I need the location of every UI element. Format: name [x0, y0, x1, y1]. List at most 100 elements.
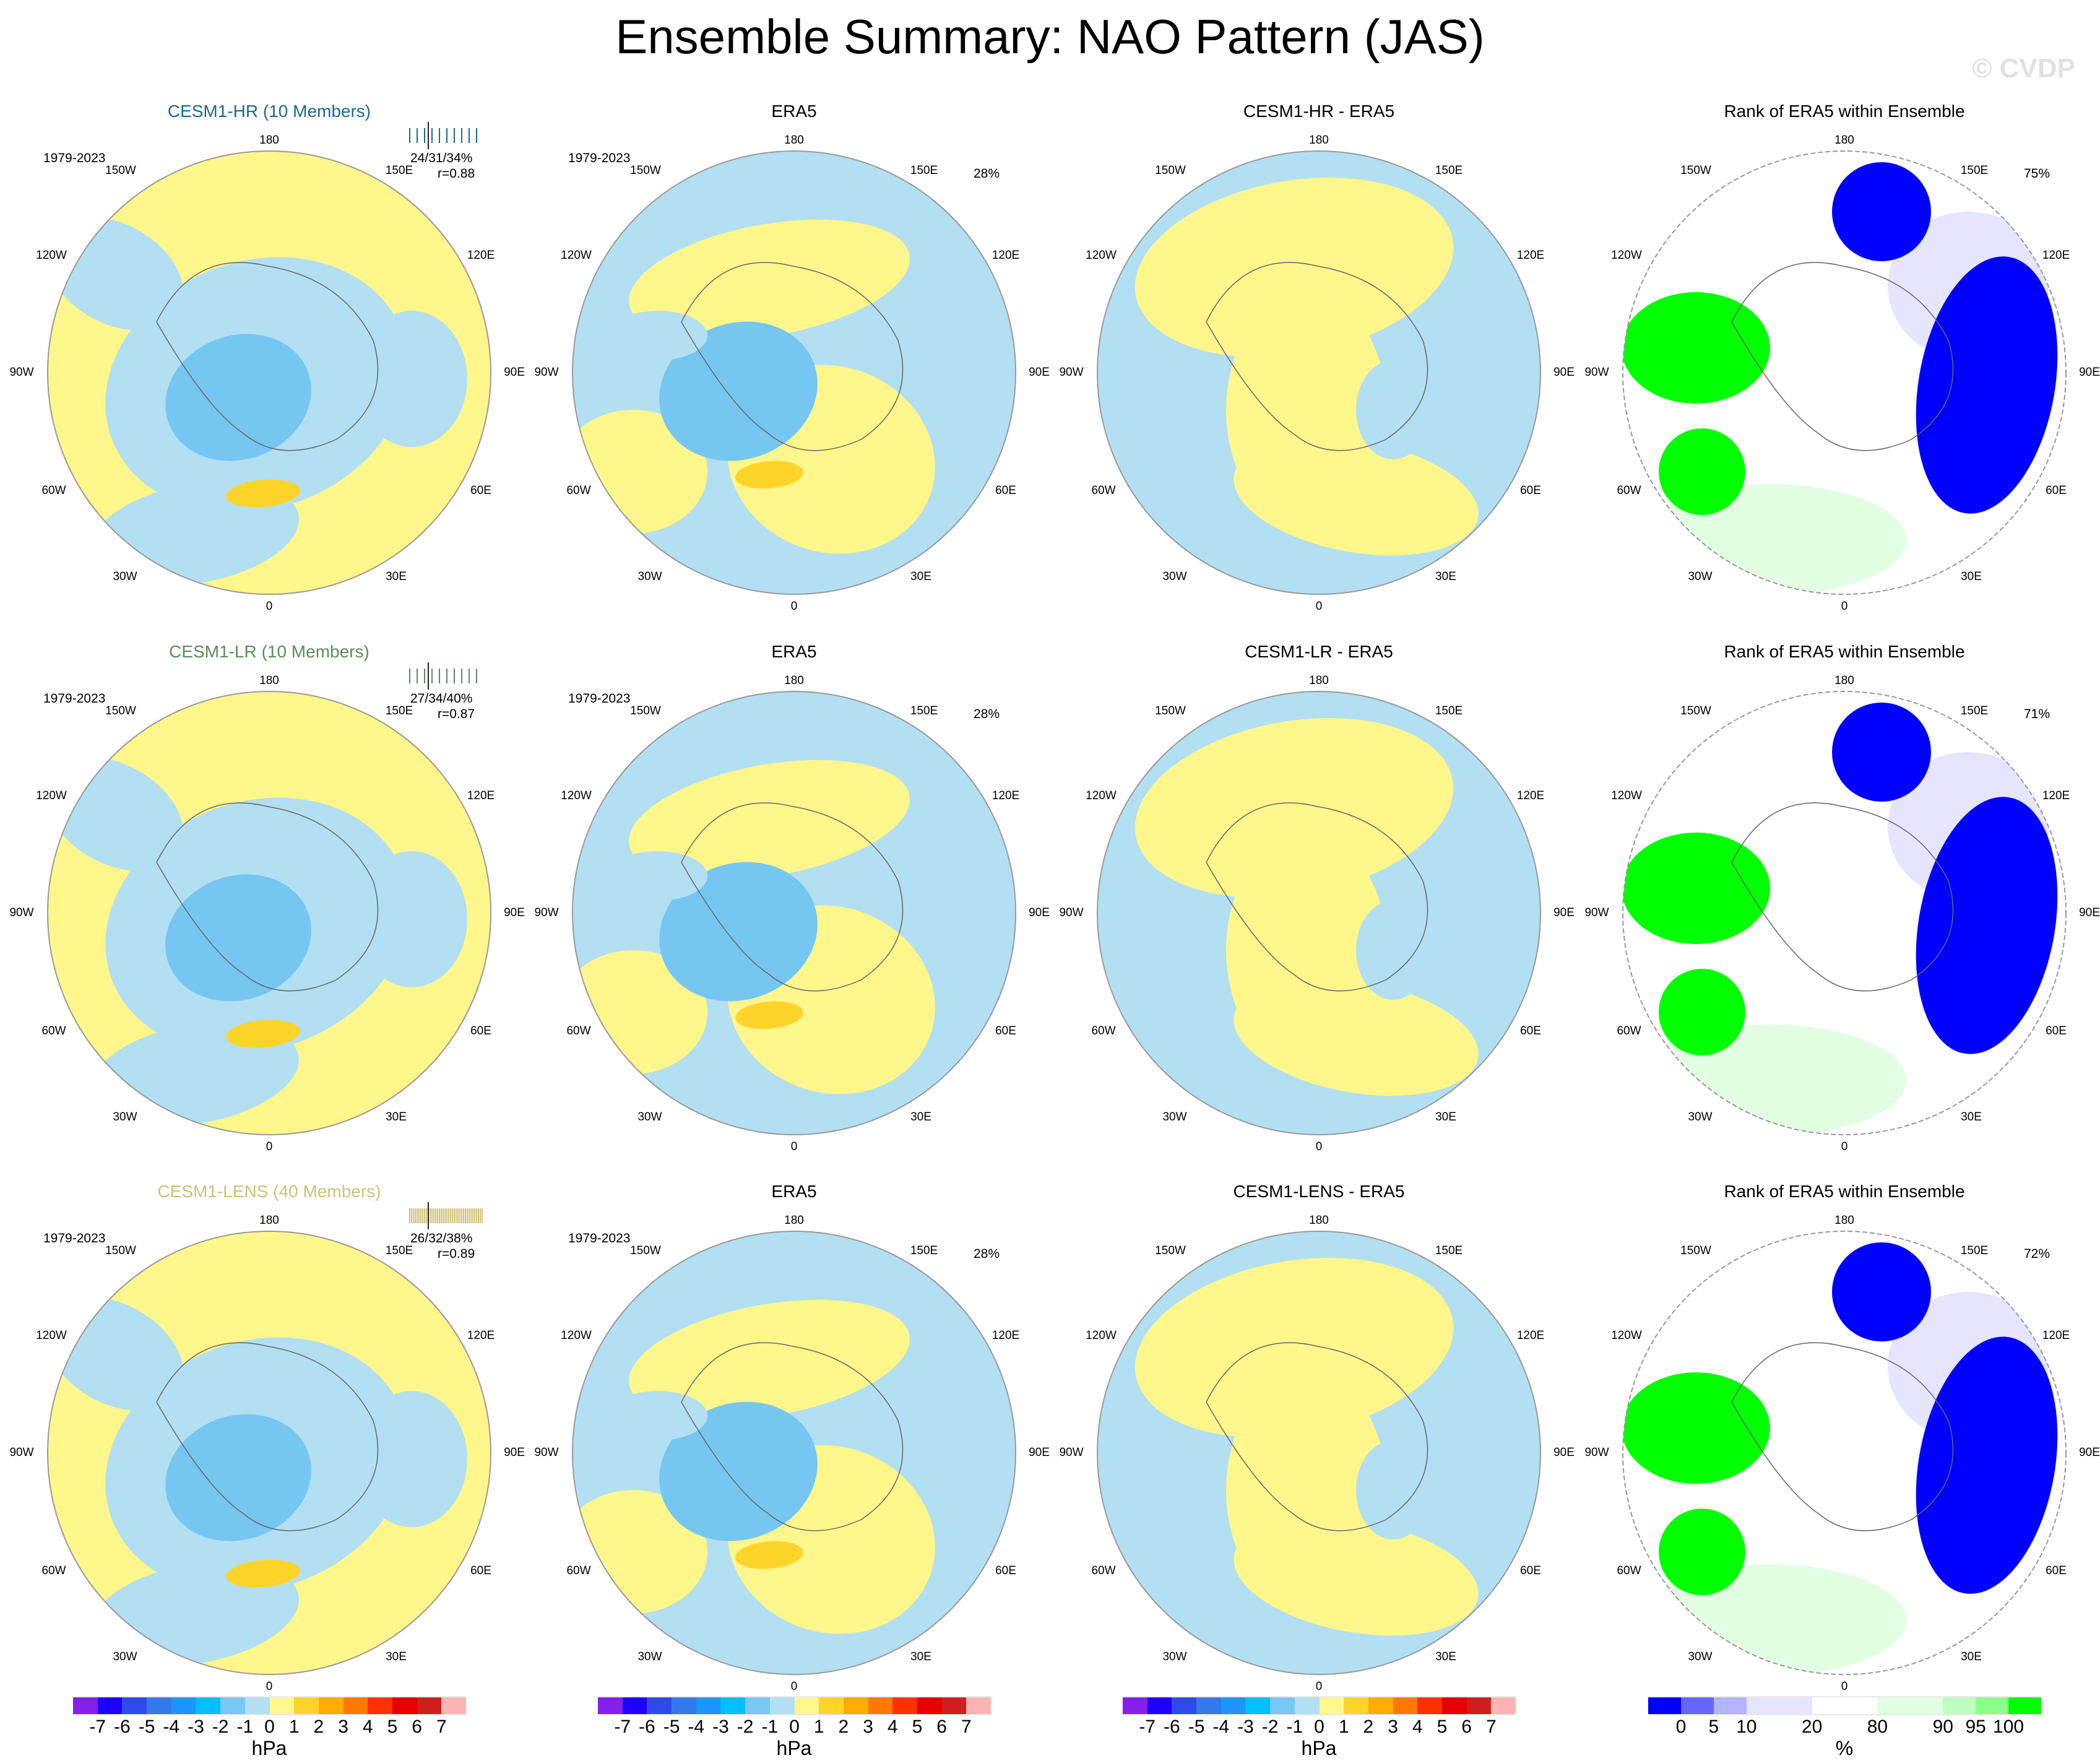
lon-label-e: 90E — [1553, 1446, 1575, 1459]
variance-percent: 28% — [974, 1247, 1000, 1261]
lon-label-wsw: 60W — [1091, 1564, 1116, 1577]
lon-label-sw: 30W — [1688, 570, 1713, 583]
watermark: © CVDP — [1972, 53, 2075, 84]
lon-label-w: 90W — [1584, 906, 1609, 919]
lon-label-nw: 150W — [1680, 164, 1711, 177]
colorbar-tick-label: 6 — [936, 1717, 947, 1737]
colorbar-tick-label: -5 — [1188, 1717, 1205, 1737]
polar-map-diff — [1097, 691, 1541, 1135]
lon-label-nw: 150W — [1680, 704, 1711, 717]
lon-label-se: 30E — [386, 570, 407, 583]
contour-region — [1234, 977, 1479, 1096]
colorbar-tick-label: -2 — [212, 1717, 229, 1737]
colorbar-tick-label: 6 — [1461, 1717, 1472, 1737]
colorbar-swatch — [1441, 1697, 1467, 1714]
colorbar-swatch — [1877, 1697, 1943, 1714]
panel-title-obs: ERA5 — [771, 642, 817, 661]
colorbar-swatch — [868, 1697, 893, 1714]
lon-label-wsw: 60W — [41, 484, 66, 497]
panel-title-model: CESM1-HR (10 Members) — [167, 102, 371, 121]
colorbar-swatch — [892, 1697, 917, 1714]
lon-label-s: 0 — [790, 1140, 798, 1153]
lon-label-wnw: 120W — [1086, 789, 1117, 802]
colorbar-tick-label: 100 — [1993, 1717, 2024, 1737]
colorbar-swatch — [294, 1697, 319, 1714]
colorbar-swatch — [819, 1697, 844, 1714]
lon-label-ese: 60E — [995, 484, 1016, 497]
map-fill — [1097, 1231, 1540, 1674]
colorbar-swatch — [1943, 1697, 1976, 1714]
colorbar-tick-label: -4 — [1212, 1717, 1230, 1737]
lon-label-wsw: 60W — [1617, 1024, 1641, 1037]
colorbar-tick-label: 2 — [313, 1717, 324, 1737]
coastline — [156, 1342, 379, 1531]
colorbar-swatch — [269, 1697, 295, 1714]
colorbar-tick-label: -2 — [737, 1717, 754, 1737]
colorbar-swatch — [2008, 1697, 2042, 1714]
colorbar-swatch — [672, 1697, 696, 1714]
lon-label-wsw: 60W — [1091, 1024, 1116, 1037]
lon-label-sw: 30W — [1162, 1111, 1187, 1124]
lon-label-se: 30E — [1961, 1111, 1982, 1124]
lon-label-nw: 150W — [1155, 704, 1186, 717]
colorbar-unit: hPa — [251, 1737, 287, 1759]
polar-map-rank — [1622, 691, 2067, 1135]
lon-label-e: 90E — [2079, 1446, 2100, 1459]
map-fill — [1623, 691, 2066, 1135]
colorbar-swatch — [1147, 1697, 1172, 1714]
lon-label-s: 0 — [790, 1680, 798, 1693]
member-spread-ticks — [409, 122, 477, 149]
contour-region — [1916, 256, 2058, 514]
lon-label-wsw: 60W — [566, 484, 591, 497]
map-fill — [1623, 1231, 2066, 1674]
contour-region — [1623, 1372, 1770, 1484]
lon-label-ne: 150E — [1435, 704, 1463, 717]
lon-label-ne: 150E — [1960, 164, 1989, 177]
map-fill — [1097, 151, 1540, 594]
contour-region — [1659, 1509, 1745, 1595]
pattern-correlation-r: r=0.88 — [438, 167, 475, 181]
colorbar-swatch — [966, 1697, 991, 1714]
colorbar-tick-label: -7 — [89, 1717, 106, 1737]
lon-label-sw: 30W — [113, 1111, 137, 1124]
colorbar-2 — [1123, 1696, 1516, 1715]
colorbar-tick-label: 4 — [362, 1717, 373, 1737]
lon-label-ese: 60E — [2046, 484, 2067, 497]
colorbar-swatch — [1196, 1697, 1221, 1714]
contour-region — [608, 311, 707, 360]
lon-label-se: 30E — [1961, 1650, 1982, 1663]
colorbar-swatch — [1393, 1697, 1418, 1714]
colorbar-swatch — [1123, 1697, 1147, 1714]
lon-label-n: 180 — [259, 674, 279, 687]
colorbar-swatch — [73, 1697, 98, 1714]
colorbar-tick-label: -1 — [761, 1717, 779, 1737]
panel-title-model: CESM1-LR (10 Members) — [169, 642, 369, 661]
colorbar-swatch — [1221, 1697, 1246, 1714]
colorbar-tick-label: 1 — [288, 1717, 300, 1737]
coastline — [1731, 1342, 1954, 1531]
colorbar-swatch — [1344, 1697, 1368, 1714]
colorbar-tick-label: -3 — [1237, 1717, 1254, 1737]
lon-label-ene: 120E — [992, 249, 1020, 262]
contour-region — [735, 461, 803, 489]
lon-label-se: 30E — [1435, 1650, 1456, 1663]
coastline — [156, 262, 379, 451]
period-label: 1979-2023 — [568, 1231, 631, 1245]
coastline — [1731, 262, 1954, 451]
panel-title-rank: Rank of ERA5 within Ensemble — [1724, 1182, 1965, 1201]
lon-label-ese: 60E — [470, 484, 491, 497]
colorbar-tick-label: -1 — [1286, 1717, 1303, 1737]
colorbar-swatch — [343, 1697, 368, 1714]
lon-label-e: 90E — [2079, 906, 2100, 919]
contour-region — [226, 1559, 300, 1588]
contour-region — [1623, 292, 1770, 404]
map-fill — [1623, 151, 2066, 594]
rank-percent: 72% — [2024, 1247, 2050, 1261]
contour-region — [1659, 428, 1745, 515]
lon-label-se: 30E — [910, 1650, 931, 1663]
lon-label-wnw: 120W — [561, 249, 592, 262]
colorbar-swatch — [244, 1697, 270, 1714]
lon-label-se: 30E — [386, 1111, 407, 1124]
contour-region — [356, 851, 467, 987]
variance-percent: 28% — [974, 167, 1000, 181]
